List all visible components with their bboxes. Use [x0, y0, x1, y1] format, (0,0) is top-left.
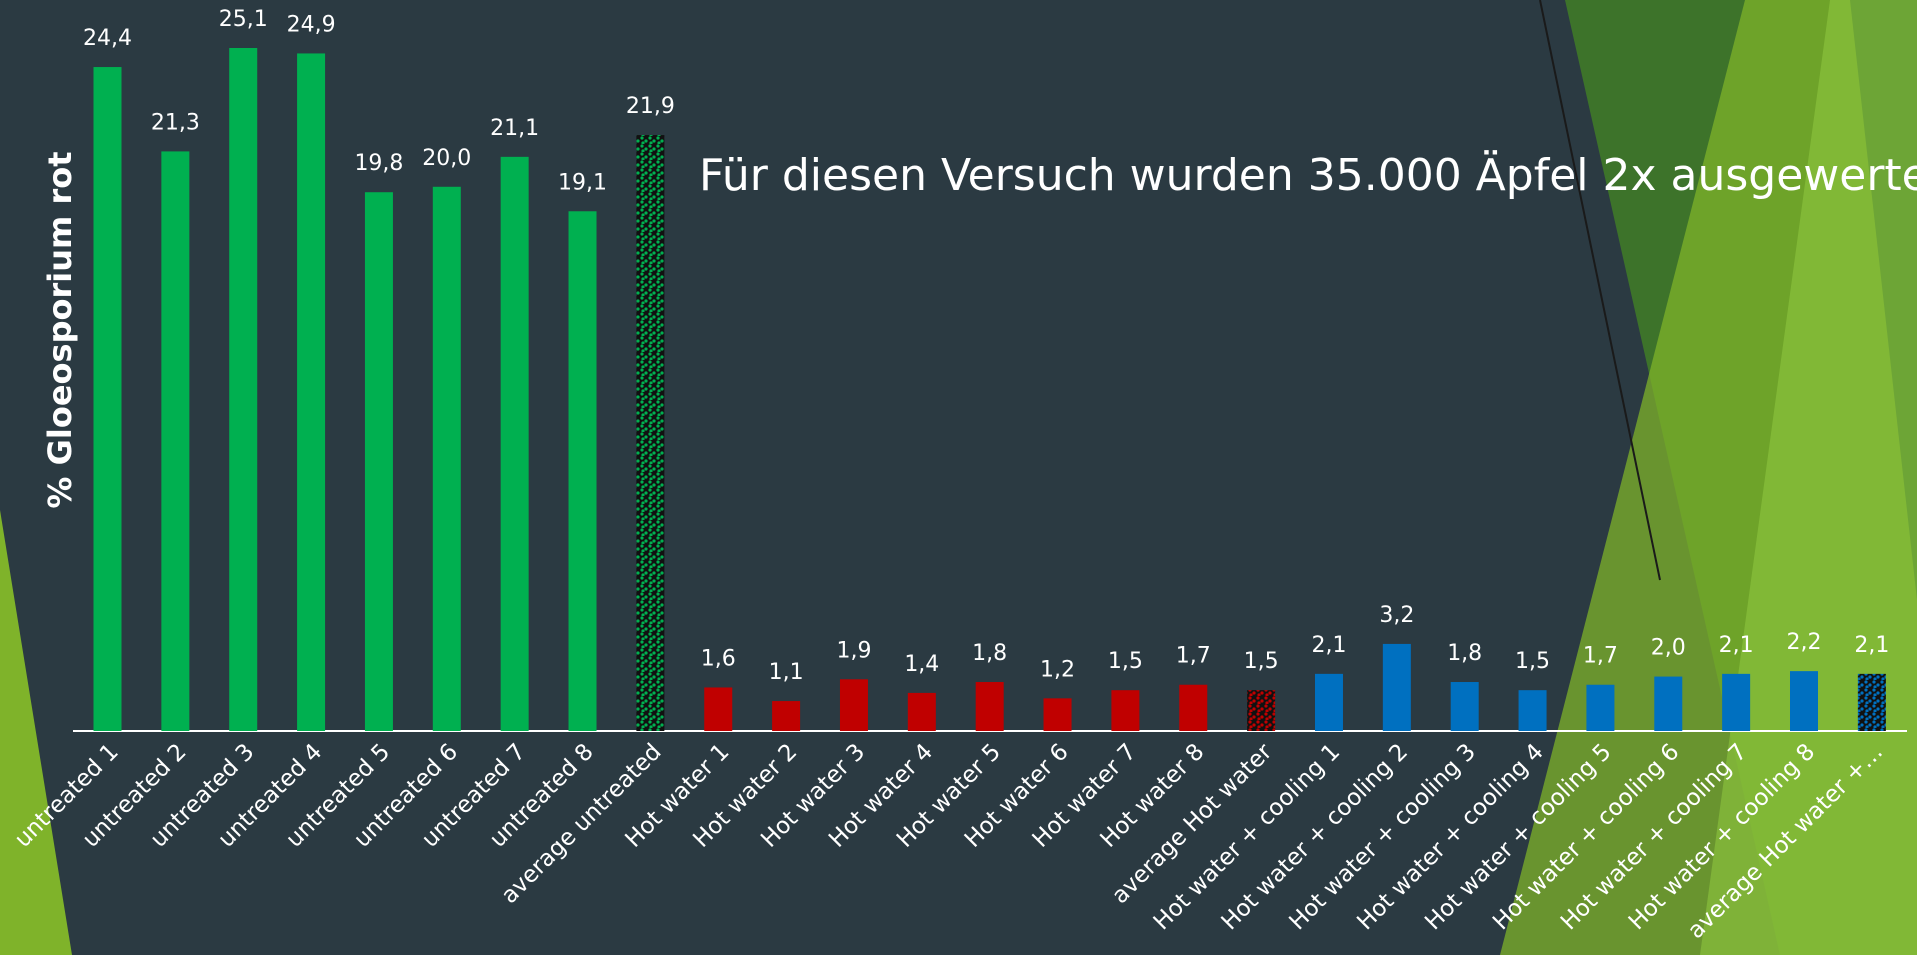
- bar: [704, 687, 732, 731]
- value-label: 3,2: [1379, 603, 1414, 628]
- bar: [1519, 690, 1547, 731]
- value-label: 1,5: [1515, 649, 1550, 674]
- value-label: 25,1: [219, 7, 268, 32]
- bar: [636, 135, 664, 731]
- value-label: 21,9: [626, 94, 675, 119]
- bar: [94, 67, 122, 731]
- value-label: 2,1: [1719, 633, 1754, 658]
- bar: [1383, 644, 1411, 731]
- bar: [1790, 671, 1818, 731]
- chart: Für diesen Versuch wurden 35.000 Äpfel 2…: [0, 0, 1917, 955]
- value-label: 1,7: [1176, 644, 1211, 669]
- value-label: 1,7: [1583, 644, 1618, 669]
- value-label: 19,8: [354, 151, 403, 176]
- chart-title: Für diesen Versuch wurden 35.000 Äpfel 2…: [699, 149, 1917, 201]
- bar: [908, 693, 936, 731]
- value-label: 20,0: [422, 146, 471, 171]
- value-label: 1,8: [1447, 641, 1482, 666]
- bar: [976, 682, 1004, 731]
- bar: [840, 679, 868, 731]
- value-label: 2,1: [1854, 633, 1889, 658]
- bar: [1247, 690, 1275, 731]
- value-label: 1,1: [769, 660, 804, 685]
- value-label: 2,1: [1311, 633, 1346, 658]
- bar: [297, 53, 325, 731]
- bar: [1722, 674, 1750, 731]
- value-label: 24,4: [83, 26, 132, 51]
- bar: [1654, 677, 1682, 731]
- value-label: 1,9: [836, 638, 871, 663]
- bar: [1586, 685, 1614, 731]
- bar: [772, 701, 800, 731]
- value-label: 19,1: [558, 170, 607, 195]
- value-label: 1,5: [1108, 649, 1143, 674]
- bar: [1451, 682, 1479, 731]
- bar: [1858, 674, 1886, 731]
- bar: [1315, 674, 1343, 731]
- value-label: 2,0: [1651, 636, 1686, 661]
- bar: [1111, 690, 1139, 731]
- bar: [161, 151, 189, 731]
- bar: [433, 187, 461, 731]
- bar: [501, 157, 529, 731]
- value-label: 1,4: [904, 652, 939, 677]
- y-axis-label: % Gloeosporium rot: [41, 151, 79, 508]
- value-label: 1,8: [972, 641, 1007, 666]
- value-label: 1,2: [1040, 657, 1075, 682]
- bar: [1044, 698, 1072, 731]
- value-label: 21,3: [151, 110, 200, 135]
- bar: [569, 211, 597, 731]
- value-label: 21,1: [490, 116, 539, 141]
- value-label: 2,2: [1787, 630, 1822, 655]
- bar: [1179, 685, 1207, 731]
- bar: [229, 48, 257, 731]
- value-label: 1,5: [1244, 649, 1279, 674]
- value-label: 1,6: [701, 646, 736, 671]
- value-label: 24,9: [287, 12, 336, 37]
- bar: [365, 192, 393, 731]
